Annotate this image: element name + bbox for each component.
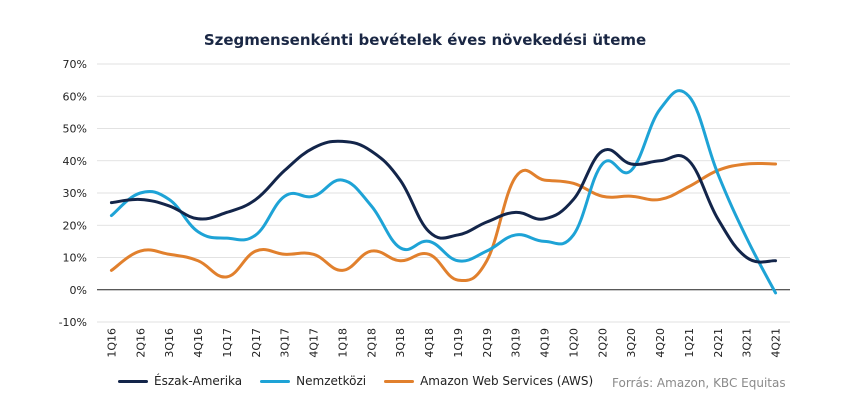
x-tick-label: 3Q21	[741, 328, 754, 358]
legend-label: Nemzetközi	[296, 374, 367, 388]
legend-swatch	[118, 379, 148, 383]
legend-swatch	[384, 379, 415, 383]
legend-item-aws: Amazon Web Services (AWS)	[384, 374, 593, 388]
x-tick-label: 3Q18	[394, 328, 407, 358]
x-tick-label: 2Q20	[596, 328, 609, 358]
legend-item-nemzetkozi: Nemzetközi	[260, 374, 366, 388]
chart-title: Szegmensenkénti bevételek éves növekedés…	[203, 31, 647, 49]
x-tick-label: 4Q21	[770, 328, 783, 358]
x-tick-label: 4Q19	[539, 328, 552, 358]
x-tick-label: 3Q17	[279, 328, 292, 358]
x-tick-label: 2Q21	[712, 328, 725, 358]
x-tick-label: 4Q18	[423, 328, 436, 358]
x-tick-label: 1Q19	[452, 328, 465, 358]
y-tick-label: 20%	[63, 219, 87, 232]
x-tick-label: 2Q16	[134, 328, 147, 358]
x-tick-label: 3Q20	[625, 328, 638, 358]
y-tick-label: 70%	[63, 58, 87, 71]
series-line-nemzetkozi	[109, 89, 778, 295]
legend-label: Észak-Amerika	[154, 374, 243, 388]
legend-label: Amazon Web Services (AWS)	[420, 374, 594, 388]
x-tick-label: 4Q17	[308, 328, 321, 358]
x-tick-label: 4Q16	[192, 328, 205, 358]
x-tick-label: 2Q19	[481, 328, 494, 358]
x-tick-label: 1Q17	[221, 328, 234, 358]
x-tick-label: 4Q20	[654, 328, 667, 358]
x-tick-label: 1Q18	[336, 328, 349, 358]
chart-legend: Észak-Amerika Nemzetközi Amazon Web Serv…	[118, 374, 593, 388]
y-tick-label: 30%	[63, 187, 87, 200]
x-tick-label: 3Q16	[163, 328, 176, 358]
y-tick-label: 10%	[63, 252, 87, 265]
x-tick-label: 2Q18	[365, 328, 378, 358]
source-note: Forrás: Amazon, KBC Equitas	[612, 376, 786, 390]
y-tick-label: 60%	[63, 90, 87, 103]
x-tick-label: 1Q20	[567, 328, 580, 358]
y-tick-label: 0%	[70, 284, 87, 297]
series-line-aws	[109, 161, 778, 282]
x-tick-label: 1Q21	[683, 328, 696, 358]
y-tick-label: 50%	[63, 123, 87, 136]
x-tick-label: 3Q19	[510, 328, 523, 358]
x-tick-label: 1Q16	[105, 328, 118, 358]
legend-swatch	[260, 379, 291, 383]
y-tick-label: -10%	[59, 316, 87, 329]
y-tick-label: 40%	[63, 155, 87, 168]
series-line-eszak-amerika	[109, 139, 778, 264]
x-tick-label: 2Q17	[250, 328, 263, 358]
legend-item-eszak-amerika: Észak-Amerika	[118, 374, 242, 388]
